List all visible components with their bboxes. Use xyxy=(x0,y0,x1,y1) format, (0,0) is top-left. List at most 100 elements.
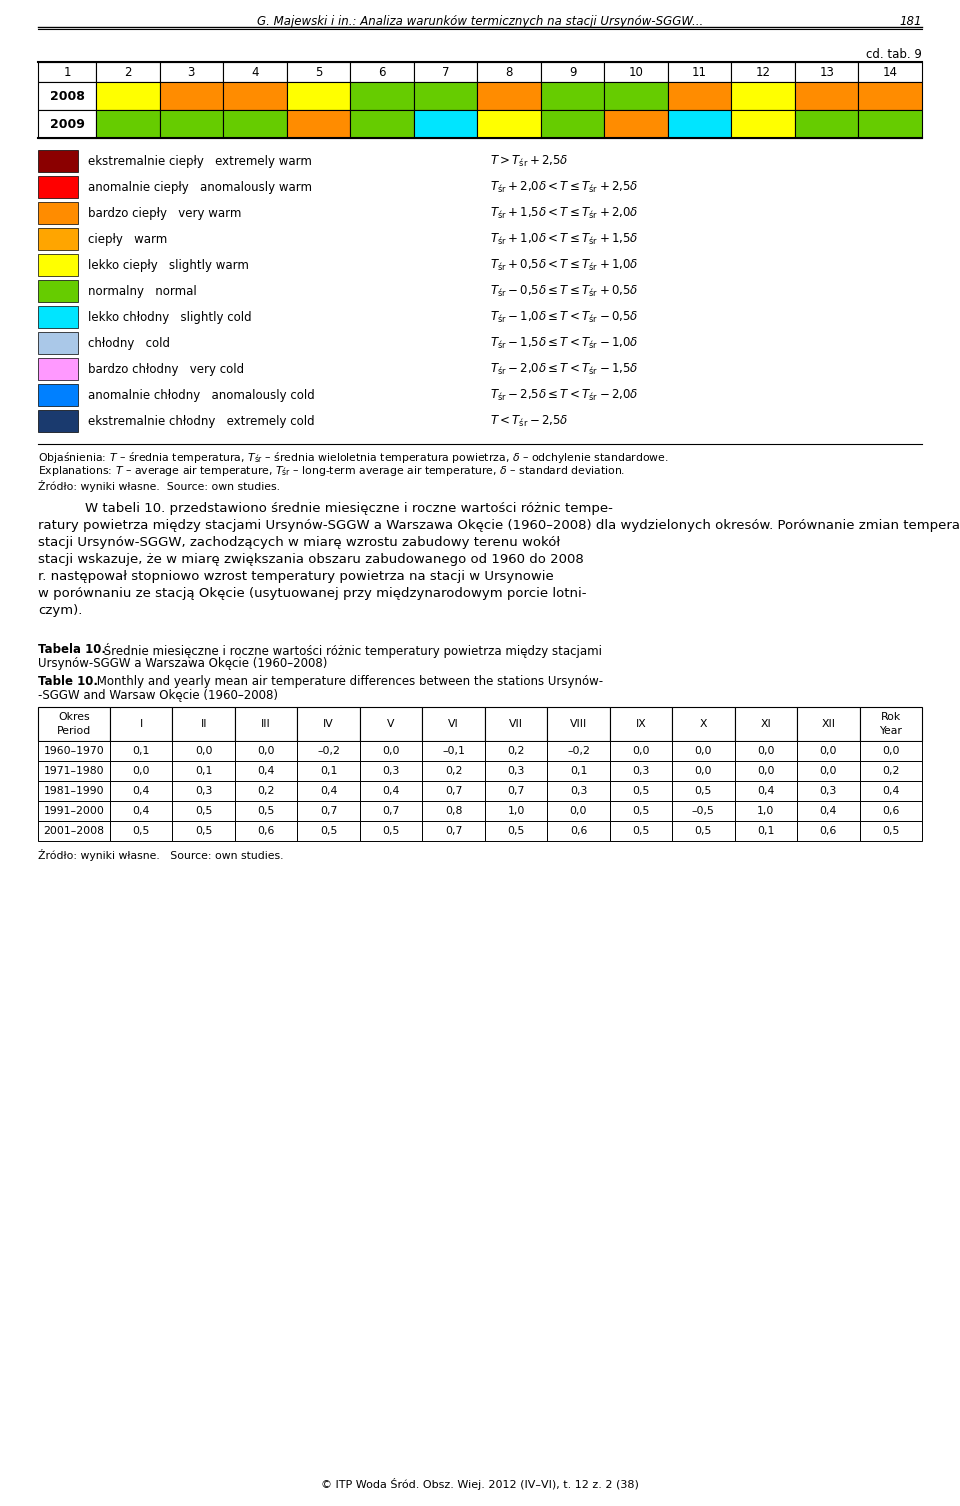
Bar xyxy=(547,801,610,821)
Text: X: X xyxy=(700,718,708,729)
Text: 2001–2008: 2001–2008 xyxy=(43,825,105,836)
Bar xyxy=(38,761,110,782)
Bar xyxy=(485,782,547,801)
Text: 1971–1980: 1971–1980 xyxy=(44,767,105,776)
Text: Monthly and yearly mean air temperature differences between the stations Ursynów: Monthly and yearly mean air temperature … xyxy=(93,675,603,688)
Text: 0,0: 0,0 xyxy=(195,745,212,756)
Text: $T_{\mathrm{śr}} - 0{,}5\delta \leq T \leq T_{\mathrm{śr}} + 0{,}5\delta$: $T_{\mathrm{śr}} - 0{,}5\delta \leq T \l… xyxy=(490,283,638,298)
Text: 0,7: 0,7 xyxy=(444,825,462,836)
Text: 0,2: 0,2 xyxy=(882,767,900,776)
Text: 0,0: 0,0 xyxy=(757,745,775,756)
Bar xyxy=(485,706,547,741)
Text: 9: 9 xyxy=(568,65,576,78)
Bar xyxy=(610,741,672,761)
Text: 2: 2 xyxy=(124,65,132,78)
Bar xyxy=(223,110,287,139)
Text: 0,1: 0,1 xyxy=(132,745,150,756)
Text: czym).: czym). xyxy=(38,604,83,617)
Text: Objaśnienia: $T$ – średnia temperatura, $T_{\mathrm{śr}}$ – średnia wieloletnia : Objaśnienia: $T$ – średnia temperatura, … xyxy=(38,450,668,465)
Text: 0,4: 0,4 xyxy=(320,786,337,797)
Bar xyxy=(797,821,859,840)
Bar xyxy=(547,741,610,761)
Bar xyxy=(858,62,922,81)
Text: 0,4: 0,4 xyxy=(132,786,150,797)
Text: 2009: 2009 xyxy=(50,117,84,131)
Text: lekko ciepły   slightly warm: lekko ciepły slightly warm xyxy=(88,259,249,271)
Bar xyxy=(38,741,110,761)
Text: 0,5: 0,5 xyxy=(633,825,650,836)
Text: Year: Year xyxy=(879,726,902,736)
Text: 0,1: 0,1 xyxy=(757,825,775,836)
Text: 0,6: 0,6 xyxy=(882,806,900,816)
Bar xyxy=(797,741,859,761)
Text: 0,4: 0,4 xyxy=(132,806,150,816)
Text: 8: 8 xyxy=(505,65,513,78)
Text: Źródło: wyniki własne.  Source: own studies.: Źródło: wyniki własne. Source: own studi… xyxy=(38,480,280,492)
Text: 0,5: 0,5 xyxy=(195,825,212,836)
Text: ekstremalnie ciepły   extremely warm: ekstremalnie ciepły extremely warm xyxy=(88,155,312,167)
Bar xyxy=(38,280,78,303)
Text: anomalnie ciepły   anomalously warm: anomalnie ciepły anomalously warm xyxy=(88,181,312,193)
Text: Period: Period xyxy=(57,726,91,736)
Bar xyxy=(485,801,547,821)
Bar xyxy=(540,110,604,139)
Text: $T_{\mathrm{śr}} - 1{,}0\delta \leq T < T_{\mathrm{śr}} - 0{,}5\delta$: $T_{\mathrm{śr}} - 1{,}0\delta \leq T < … xyxy=(490,309,638,325)
Bar xyxy=(173,801,235,821)
Bar xyxy=(235,801,298,821)
Bar xyxy=(797,706,859,741)
Text: 0,7: 0,7 xyxy=(320,806,337,816)
Text: 0,5: 0,5 xyxy=(320,825,337,836)
Text: 2008: 2008 xyxy=(50,89,84,102)
Bar xyxy=(734,782,797,801)
Bar xyxy=(610,782,672,801)
Bar xyxy=(672,761,734,782)
Bar xyxy=(672,821,734,840)
Text: 0,5: 0,5 xyxy=(882,825,900,836)
Bar xyxy=(223,81,287,110)
Bar xyxy=(38,81,96,110)
Bar xyxy=(859,761,922,782)
Text: 0,3: 0,3 xyxy=(820,786,837,797)
Bar xyxy=(477,110,540,139)
Text: 0,5: 0,5 xyxy=(633,786,650,797)
Bar xyxy=(610,761,672,782)
Text: 0,1: 0,1 xyxy=(320,767,337,776)
Text: Okres: Okres xyxy=(59,712,90,721)
Text: 181: 181 xyxy=(900,15,922,29)
Text: 0,0: 0,0 xyxy=(820,767,837,776)
Text: Rok: Rok xyxy=(880,712,900,721)
Text: bardzo chłodny   very cold: bardzo chłodny very cold xyxy=(88,363,244,375)
Bar xyxy=(672,706,734,741)
Bar xyxy=(668,110,732,139)
Bar xyxy=(734,741,797,761)
Bar xyxy=(604,81,668,110)
Bar xyxy=(858,110,922,139)
Bar xyxy=(360,706,422,741)
Text: 4: 4 xyxy=(252,65,258,78)
Text: stacji wskazuje, że w miarę zwiększania obszaru zabudowanego od 1960 do 2008: stacji wskazuje, że w miarę zwiększania … xyxy=(38,553,584,566)
Bar xyxy=(734,761,797,782)
Text: 0,0: 0,0 xyxy=(633,745,650,756)
Bar xyxy=(235,782,298,801)
Bar xyxy=(797,782,859,801)
Bar xyxy=(859,782,922,801)
Text: 0,7: 0,7 xyxy=(507,786,525,797)
Bar xyxy=(732,62,795,81)
Text: 0,5: 0,5 xyxy=(695,825,712,836)
Bar xyxy=(414,62,477,81)
Text: G. Majewski i in.: Analiza warunków termicznych na stacji Ursynów-SGGW...: G. Majewski i in.: Analiza warunków term… xyxy=(257,15,703,29)
Text: lekko chłodny   slightly cold: lekko chłodny slightly cold xyxy=(88,310,252,324)
Text: 0,0: 0,0 xyxy=(882,745,900,756)
Text: 0,0: 0,0 xyxy=(132,767,150,776)
Bar xyxy=(235,821,298,840)
Text: 0,5: 0,5 xyxy=(132,825,150,836)
Text: 0,5: 0,5 xyxy=(633,806,650,816)
Bar xyxy=(858,81,922,110)
Text: V: V xyxy=(387,718,395,729)
Bar xyxy=(360,821,422,840)
Text: -SGGW and Warsaw Okęcie (1960–2008): -SGGW and Warsaw Okęcie (1960–2008) xyxy=(38,690,278,702)
Text: IX: IX xyxy=(636,718,646,729)
Bar xyxy=(235,706,298,741)
Bar xyxy=(350,81,414,110)
Text: –0,2: –0,2 xyxy=(317,745,340,756)
